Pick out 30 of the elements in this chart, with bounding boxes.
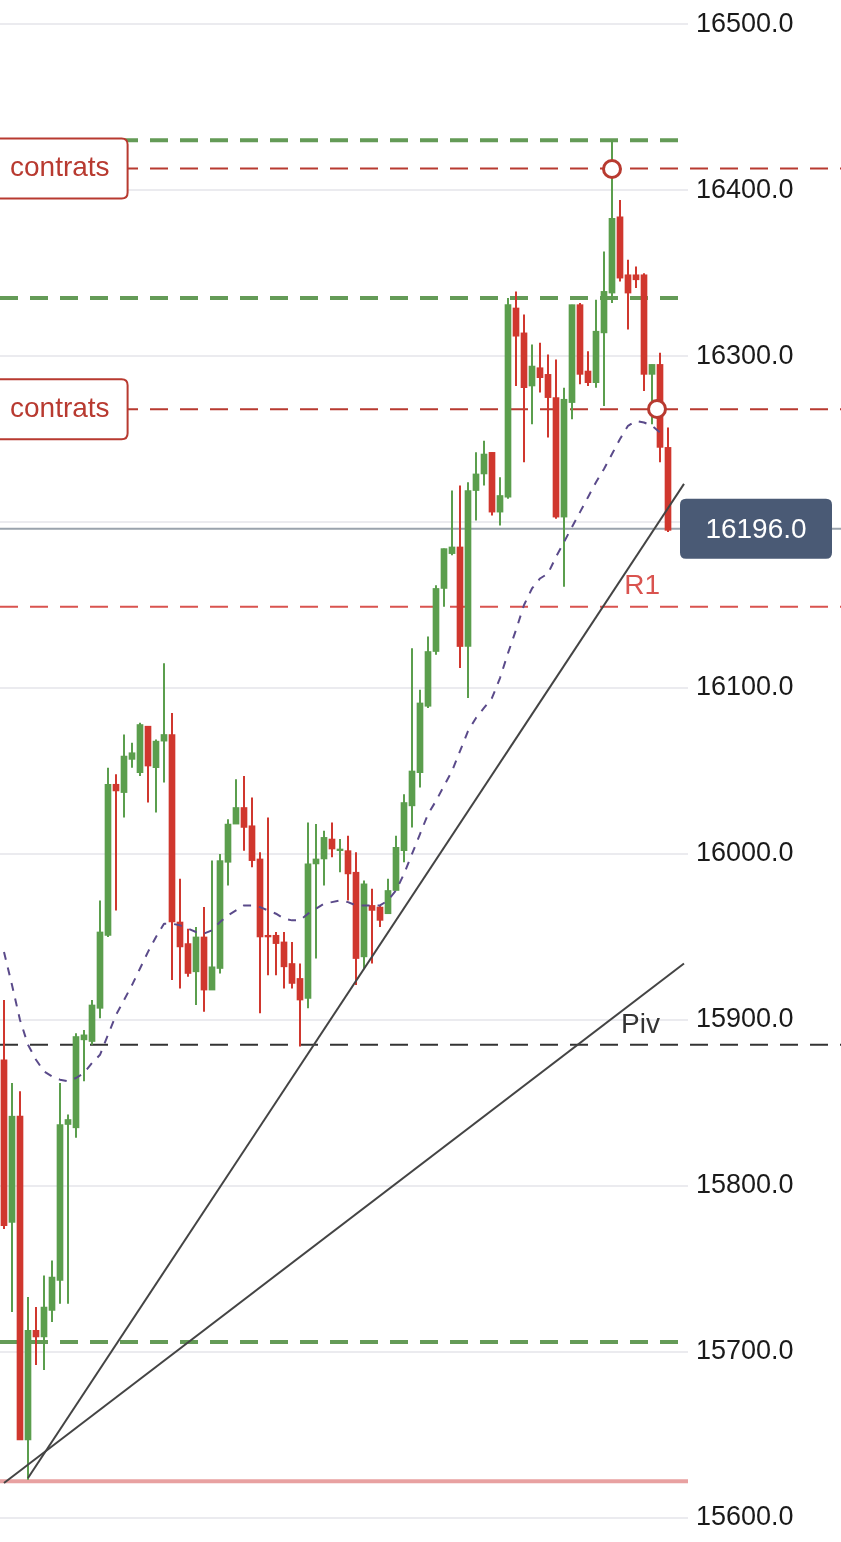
y-tick-label: 16000.0 [696,837,794,868]
candlestick [368,887,376,965]
ref-line-label: Piv [621,1007,660,1039]
y-tick-label: 16500.0 [696,7,794,38]
candlestick [272,930,280,977]
candlestick [536,341,544,394]
ref-line-label: R1 [624,569,660,601]
y-tick-label: 16400.0 [696,173,794,204]
candlestick [288,940,296,990]
y-tick-label: 15700.0 [696,1335,794,1366]
y-tick-label: 15900.0 [696,1003,794,1034]
ref-line-label: contrats [10,391,110,423]
ref-line-label: 16196.0 [705,513,807,545]
candlestick [128,741,136,769]
ref-line-label: contrats [10,151,110,183]
candlestick [384,877,392,915]
y-tick-label: 15800.0 [696,1169,794,1200]
y-tick-label: 16100.0 [696,671,794,702]
candlestick [544,353,552,439]
candlestick [376,904,384,928]
candlestick [344,834,352,902]
candlestick [64,1113,72,1305]
candlestick [648,363,656,426]
candlestick [208,859,216,992]
candlestick [632,265,640,290]
y-tick-label: 15600.0 [696,1501,794,1532]
line-series [3,419,661,1083]
candlestick [240,774,248,852]
y-tick-label: 16300.0 [696,339,794,370]
candlestick [624,258,632,331]
